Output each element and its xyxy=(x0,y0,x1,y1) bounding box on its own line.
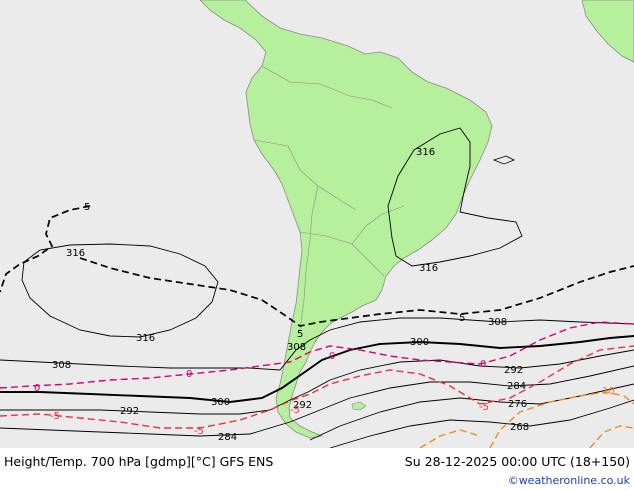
height-labels: 316 316 316 316 308 308 308 300 300 292 … xyxy=(52,147,529,443)
height-contours xyxy=(0,127,634,448)
label-308-c: 308 xyxy=(488,317,507,328)
falkland-islands xyxy=(351,401,367,411)
label-temp-5-b: 5 xyxy=(297,329,303,340)
map-canvas: 316 316 316 316 308 308 308 300 300 292 … xyxy=(0,0,634,448)
label-temp-0-b: 0 xyxy=(186,369,192,380)
label-316-a: 316 xyxy=(416,147,435,158)
south-america-land xyxy=(199,0,493,439)
label-temp-m5-d: -5 xyxy=(479,402,489,413)
temp-contours-minus5 xyxy=(0,345,634,429)
contour-292 xyxy=(0,349,634,415)
contour-316-brazil xyxy=(387,127,523,267)
contour-268 xyxy=(329,399,634,448)
contour-300 xyxy=(0,335,634,403)
label-300-a: 300 xyxy=(410,337,429,348)
label-temp-m5-b: -5 xyxy=(194,426,204,437)
label-temp-5-a: 5 xyxy=(84,202,90,213)
label-temp-5-c: 5 xyxy=(459,313,465,324)
contour-284 xyxy=(0,365,634,437)
label-temp-10: 10 xyxy=(602,386,615,397)
label-268: 268 xyxy=(510,422,529,433)
label-284-b: 284 xyxy=(507,381,526,392)
label-temp-0-d: 0 xyxy=(480,359,486,370)
label-temp-m5-a: -5 xyxy=(50,411,60,422)
label-316-c: 316 xyxy=(66,248,85,259)
label-300-b: 300 xyxy=(211,397,230,408)
label-316-d: 316 xyxy=(136,333,155,344)
africa-land xyxy=(581,0,634,63)
map-title: Height/Temp. 700 hPa [gdmp][°C] GFS ENS xyxy=(4,454,274,469)
label-316-b: 316 xyxy=(419,263,438,274)
temp-contours-5 xyxy=(0,205,634,327)
label-308-b: 308 xyxy=(287,342,306,353)
label-292-b: 292 xyxy=(293,400,312,411)
map-footer: Height/Temp. 700 hPa [gdmp][°C] GFS ENS … xyxy=(0,448,634,490)
contour-316-pacific xyxy=(21,243,219,338)
label-308-a: 308 xyxy=(52,360,71,371)
contour-308 xyxy=(0,317,634,371)
label-284-a: 284 xyxy=(218,432,237,443)
valid-time: Su 28-12-2025 00:00 UTC (18+150) xyxy=(404,454,630,469)
country-borders xyxy=(253,65,405,331)
contour-276 xyxy=(309,383,634,441)
label-temp-0-a: 0 xyxy=(34,383,40,394)
label-temp-m5-c: -5 xyxy=(290,405,300,416)
label-292-a: 292 xyxy=(120,406,139,417)
temp-contours-0 xyxy=(0,321,634,389)
label-292-c: 292 xyxy=(504,365,523,376)
credit-link[interactable]: ©weatheronline.co.uk xyxy=(507,474,630,487)
weather-map: 316 316 316 316 308 308 308 300 300 292 … xyxy=(0,0,634,448)
small-island xyxy=(492,155,515,165)
label-276: 276 xyxy=(508,399,527,410)
temp-labels: 5 5 5 0 0 0 0 -5 -5 -5 -5 10 xyxy=(34,202,615,437)
temp-contours-10 xyxy=(419,391,634,448)
label-temp-0-c: 0 xyxy=(329,351,335,362)
